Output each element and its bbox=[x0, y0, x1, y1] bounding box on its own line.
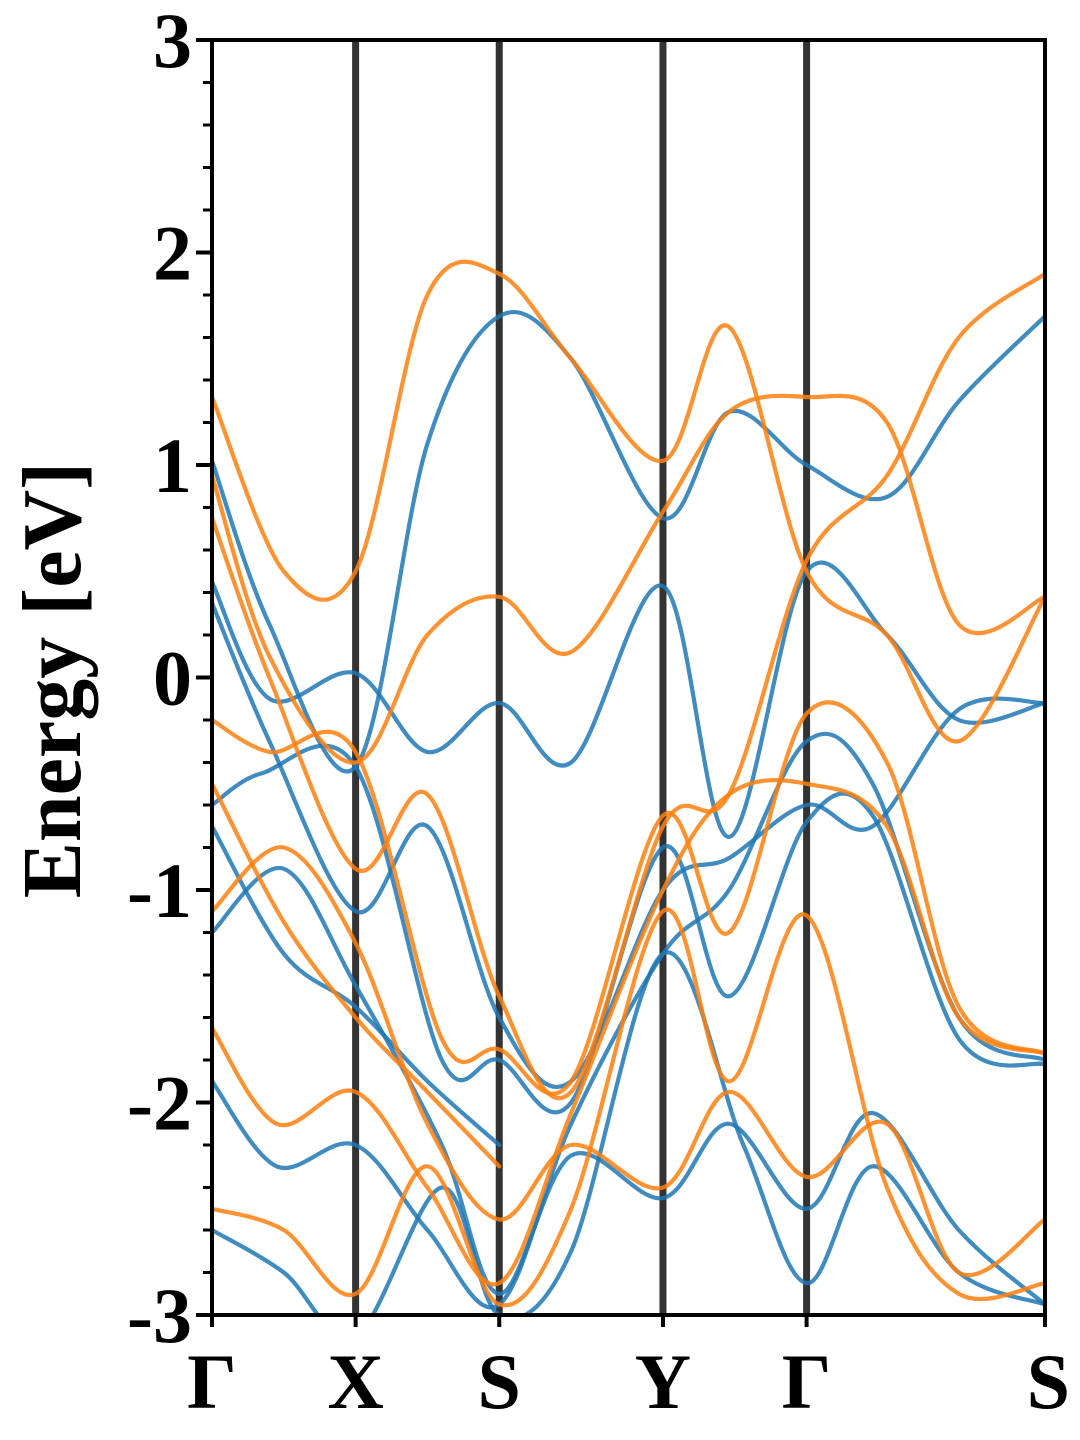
band-line bbox=[212, 309, 1045, 774]
x-tick-label: Y bbox=[635, 1338, 691, 1425]
plot-frame bbox=[210, 38, 1047, 1317]
band-line bbox=[212, 845, 1045, 1278]
band-line bbox=[212, 778, 1045, 1287]
band-lines bbox=[212, 259, 1045, 1315]
y-tick-label: -2 bbox=[127, 1060, 192, 1147]
x-tick-label: S bbox=[478, 1338, 521, 1425]
y-tick-label: 1 bbox=[153, 422, 192, 509]
band-line bbox=[212, 271, 1045, 1101]
band-line bbox=[212, 393, 1045, 765]
x-tick-label: Γ bbox=[187, 1338, 237, 1425]
band-line bbox=[212, 259, 1045, 744]
kpath-lines bbox=[352, 40, 811, 1315]
band-line bbox=[212, 907, 1045, 1308]
band-line bbox=[212, 781, 502, 1169]
y-tick-label: 3 bbox=[153, 0, 192, 84]
y-axis-title: Energy [eV] bbox=[6, 462, 99, 898]
band-line bbox=[212, 700, 1045, 1096]
y-tick-label: 2 bbox=[153, 210, 192, 297]
band-line bbox=[212, 950, 1045, 1315]
y-axis-ticks: 3 2 1 0 -1 -2 -3 bbox=[127, 0, 212, 1359]
x-tick-label: S bbox=[1027, 1338, 1070, 1425]
band-line bbox=[212, 824, 502, 1148]
band-line bbox=[212, 731, 1045, 1310]
y-tick-label: 0 bbox=[153, 635, 192, 722]
x-tick-label: Γ bbox=[782, 1338, 832, 1425]
y-tick-label: -1 bbox=[127, 847, 192, 934]
x-tick-label: X bbox=[327, 1338, 383, 1425]
y-tick-label: -3 bbox=[127, 1272, 192, 1359]
